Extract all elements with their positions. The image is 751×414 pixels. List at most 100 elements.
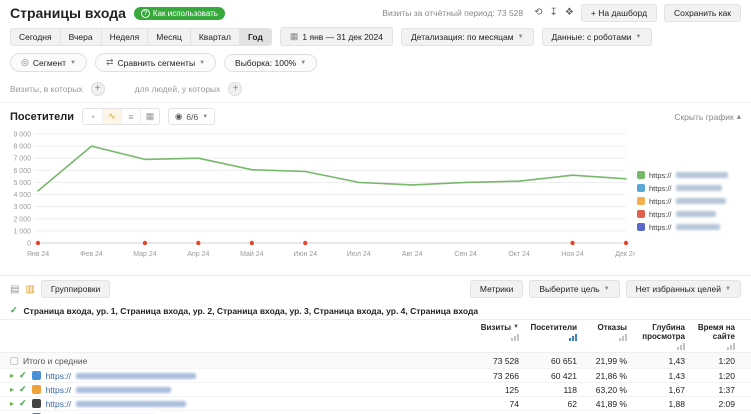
download-icon[interactable]: ↧ bbox=[549, 7, 558, 18]
series-visibility-select[interactable]: ◉ 6/6 ▼ bbox=[167, 108, 216, 125]
period-tab-3[interactable]: Месяц bbox=[148, 27, 191, 46]
line-chart-icon[interactable]: ∿ bbox=[101, 109, 121, 124]
metric-value: 1,88 bbox=[668, 398, 685, 409]
check-icon: ✓ bbox=[10, 305, 18, 315]
totals-checkbox[interactable] bbox=[10, 356, 18, 365]
column-header-label: Отказы bbox=[597, 323, 628, 332]
add-people-filter-button[interactable]: + bbox=[228, 82, 243, 96]
column-chart-icon[interactable] bbox=[618, 334, 627, 342]
row-url-prefix[interactable]: https:// bbox=[45, 370, 72, 381]
period-toolbar: Сегодня Вчера Неделя Месяц Квартал Год ▦ 1 ян… bbox=[0, 24, 751, 49]
svg-text:8 000: 8 000 bbox=[13, 144, 31, 151]
period-tab-2[interactable]: Неделя bbox=[101, 27, 149, 46]
svg-text:5 000: 5 000 bbox=[13, 180, 31, 187]
redacted-url-text bbox=[675, 185, 722, 191]
sampling-button[interactable]: Выборка: 100% ▼ bbox=[224, 53, 318, 72]
goal-select[interactable]: Выберите цель ▼ bbox=[529, 280, 620, 298]
row-url-prefix[interactable]: https:// bbox=[46, 413, 72, 414]
redacted-url-text bbox=[76, 386, 172, 393]
column-header-2[interactable]: Отказы bbox=[583, 323, 633, 350]
column-header-0[interactable]: Визиты ▼ bbox=[445, 323, 525, 350]
svg-text:Апр 24: Апр 24 bbox=[187, 251, 209, 258]
table-header-row: Визиты ▼ Посетители Отказы Глубина просмотра… bbox=[0, 319, 751, 354]
compare-segments-button[interactable]: ⇄ Сравнить сегменты ▼ bbox=[94, 53, 217, 72]
donut-chart-icon[interactable]: ◔ bbox=[82, 109, 102, 124]
add-to-dashboard-button[interactable]: + На дашборд bbox=[580, 4, 658, 22]
column-chart-icon[interactable] bbox=[568, 334, 577, 342]
redacted-url-text bbox=[675, 172, 728, 178]
data-mode-select[interactable]: Данные: с роботами ▼ bbox=[541, 27, 652, 46]
row-checkbox[interactable]: ✓ bbox=[19, 370, 27, 381]
row-url-prefix[interactable]: https:// bbox=[45, 398, 72, 409]
metrics-button[interactable]: Метрики bbox=[469, 280, 524, 298]
column-header-label: Посетители bbox=[530, 323, 577, 332]
row-url-prefix[interactable]: https:// bbox=[45, 384, 72, 395]
legend-url-prefix: https:// bbox=[649, 209, 672, 219]
chevron-down-icon: ▼ bbox=[603, 286, 610, 292]
detalization-select[interactable]: Детализация: по месяцам ▼ bbox=[401, 27, 534, 46]
add-visits-filter-button[interactable]: + bbox=[90, 82, 105, 96]
visitors-chart[interactable]: 0 1 000 2 000 3 000 4 000 5 000 6 000 7 000 8 00… bbox=[8, 127, 635, 275]
legend-item[interactable]: https:// bbox=[637, 210, 745, 219]
svg-text:Фев 24: Фев 24 bbox=[80, 251, 103, 258]
column-header-4[interactable]: Время на сайте bbox=[691, 323, 741, 351]
data-mode-label: Данные: с роботами bbox=[551, 31, 632, 42]
svg-text:Янв 24: Янв 24 bbox=[27, 251, 49, 258]
how-to-use-badge[interactable]: ? Как использовать bbox=[133, 6, 225, 20]
metric-value: 74 bbox=[509, 398, 519, 409]
column-header-1[interactable]: Посетители bbox=[525, 323, 583, 350]
chevron-up-icon: ▴ bbox=[736, 111, 741, 121]
period-tab-1[interactable]: Вчера bbox=[60, 27, 102, 46]
groupings-button[interactable]: Группировки bbox=[40, 280, 111, 298]
chart-area: 0 1 000 2 000 3 000 4 000 5 000 6 000 7 000 8 00… bbox=[0, 127, 751, 275]
expand-row-icon[interactable]: ▸ bbox=[10, 399, 15, 409]
date-range-button[interactable]: ▦ 1 янв — 31 дек 2024 bbox=[279, 27, 393, 46]
column-chart-icon[interactable] bbox=[676, 343, 685, 351]
legend-item[interactable]: https:// bbox=[637, 184, 745, 193]
column-header-3[interactable]: Глубина просмотра bbox=[633, 323, 691, 351]
period-tab-5[interactable]: Год bbox=[239, 27, 272, 46]
save-as-button[interactable]: Сохранить как bbox=[664, 4, 741, 22]
column-header-label: Время на сайте bbox=[697, 323, 735, 342]
table-row-1[interactable]: ▸ ✓ https:// 125 118 63,20 % 1,67 1:37 bbox=[0, 383, 751, 398]
grid-view-icon[interactable]: ▦ bbox=[139, 109, 159, 124]
list-view-icon[interactable]: ▤ bbox=[10, 283, 20, 295]
period-tab-4[interactable]: Квартал bbox=[190, 27, 240, 46]
apps-icon[interactable]: ❖ bbox=[564, 7, 574, 18]
date-range-label: 1 янв — 31 дек 2024 bbox=[302, 31, 383, 42]
chevron-down-icon: ▼ bbox=[69, 59, 76, 66]
row-checkbox[interactable]: ✓ bbox=[19, 384, 27, 395]
segment-button[interactable]: ◎ Сегмент ▼ bbox=[10, 53, 87, 72]
hide-chart-link[interactable]: Скрыть график ▴ bbox=[674, 111, 741, 122]
list-view-icon[interactable]: ≡ bbox=[120, 109, 140, 124]
metric-value: 77,42 % bbox=[583, 413, 633, 414]
history-icon[interactable]: ⟲ bbox=[534, 7, 543, 18]
metric-value: 1,43 bbox=[668, 370, 685, 381]
legend-item[interactable]: https:// bbox=[637, 171, 745, 180]
visits-filter-label: Визиты, в которых bbox=[10, 84, 83, 94]
totals-label: Итого и средние bbox=[23, 355, 88, 366]
period-tab-0[interactable]: Сегодня bbox=[10, 27, 61, 46]
svg-text:9 000: 9 000 bbox=[13, 132, 31, 139]
chevron-down-icon: ▼ bbox=[202, 113, 209, 120]
expand-row-icon[interactable]: ▸ bbox=[10, 385, 15, 395]
row-checkbox[interactable]: ✓ bbox=[19, 398, 27, 409]
table-row-0[interactable]: ▸ ✓ https:// 73 266 60 421 21,86 % 1,43 1:20 bbox=[0, 369, 751, 384]
column-chart-icon[interactable] bbox=[510, 334, 519, 342]
metric-value: 62 bbox=[567, 398, 577, 409]
tree-view-icon[interactable]: ▥ bbox=[25, 283, 35, 295]
grouping-path[interactable]: Страница входа, ур. 1, Страница входа, у… bbox=[23, 305, 479, 316]
compare-label: Сравнить сегменты bbox=[117, 57, 196, 68]
table-row-2[interactable]: ▸ ✓ https:// 74 62 41,89 % 1,88 2:09 bbox=[0, 397, 751, 412]
metric-value: 73 528 bbox=[493, 355, 519, 366]
expand-row-icon[interactable]: ▸ bbox=[10, 371, 15, 381]
redacted-url-text bbox=[675, 211, 716, 217]
segment-icon: ◎ bbox=[21, 57, 29, 67]
legend-item[interactable]: https:// bbox=[637, 197, 745, 206]
legend-item[interactable]: https:// bbox=[637, 223, 745, 232]
svg-text:1 000: 1 000 bbox=[13, 228, 31, 235]
favorite-goals-select[interactable]: Нет избранных целей ▼ bbox=[625, 280, 741, 298]
section-divider bbox=[0, 275, 751, 276]
row-checkbox[interactable]: ✓ bbox=[19, 412, 27, 414]
column-chart-icon[interactable] bbox=[726, 343, 735, 351]
